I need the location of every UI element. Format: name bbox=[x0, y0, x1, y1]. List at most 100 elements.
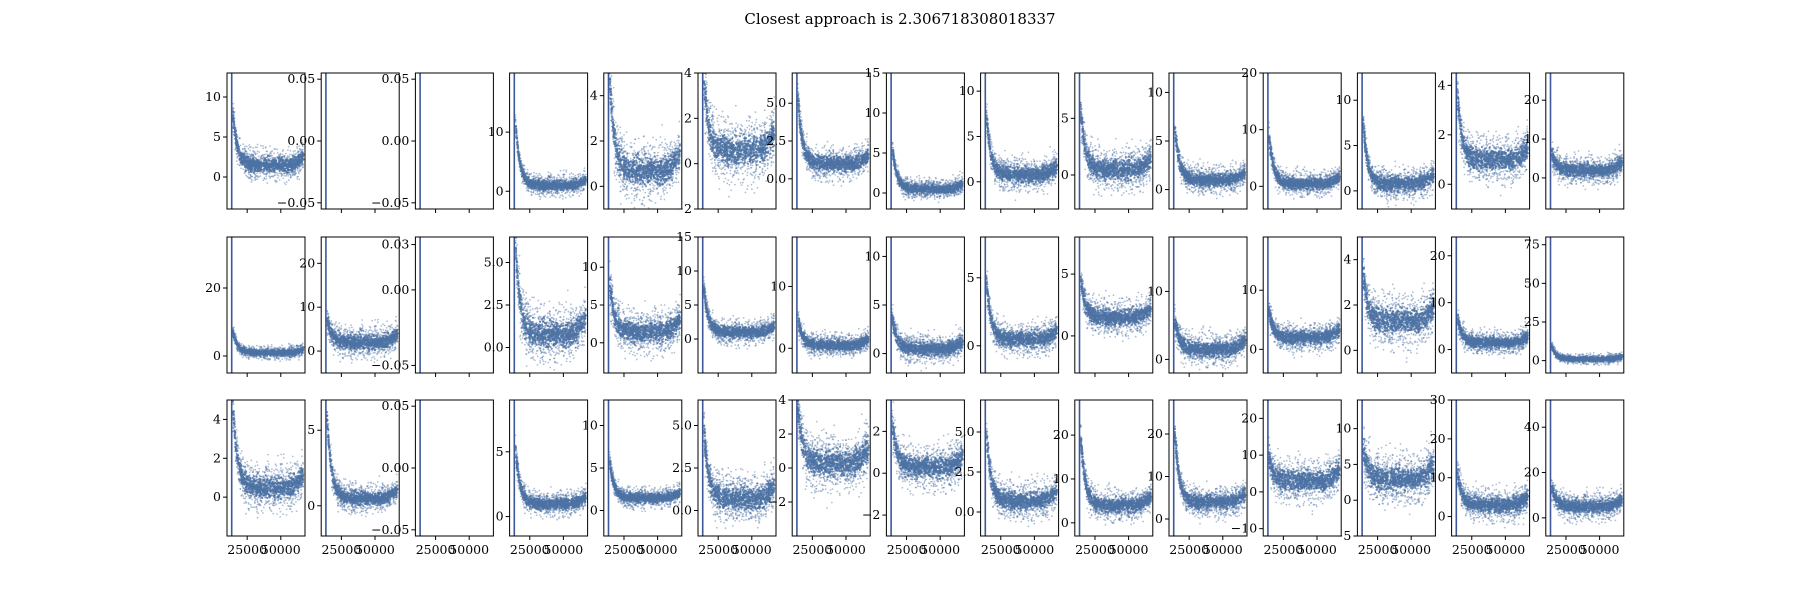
data-point bbox=[546, 194, 548, 196]
data-point bbox=[756, 119, 758, 121]
data-point bbox=[285, 183, 287, 185]
data-point bbox=[286, 181, 288, 183]
data-point bbox=[576, 178, 578, 180]
data-point bbox=[610, 88, 612, 90]
data-point bbox=[289, 174, 291, 176]
data-point bbox=[734, 184, 736, 186]
data-point bbox=[287, 159, 289, 161]
y-tick-label: 0.00 bbox=[382, 133, 410, 148]
data-point bbox=[527, 169, 529, 171]
data-point bbox=[242, 162, 244, 164]
data-point bbox=[281, 154, 283, 156]
data-point bbox=[653, 166, 655, 168]
data-point bbox=[623, 174, 625, 176]
data-point bbox=[648, 162, 650, 164]
data-point bbox=[524, 183, 526, 185]
data-point bbox=[633, 190, 635, 192]
data-point bbox=[277, 167, 279, 169]
data-point bbox=[247, 161, 249, 163]
data-point bbox=[665, 158, 667, 160]
data-point bbox=[647, 163, 649, 165]
data-point bbox=[516, 137, 518, 139]
data-point bbox=[566, 186, 568, 188]
data-point bbox=[562, 183, 564, 185]
data-point bbox=[620, 178, 622, 180]
data-point bbox=[609, 81, 611, 83]
data-point bbox=[277, 177, 279, 179]
data-point bbox=[562, 196, 564, 198]
data-point bbox=[635, 160, 637, 162]
data-point bbox=[647, 175, 649, 177]
data-point bbox=[650, 193, 652, 195]
data-point bbox=[679, 149, 681, 151]
data-point bbox=[558, 175, 560, 177]
data-point bbox=[657, 155, 659, 157]
data-point bbox=[267, 155, 269, 157]
data-point bbox=[285, 171, 287, 173]
data-point bbox=[658, 147, 660, 149]
data-point bbox=[243, 160, 245, 162]
data-point bbox=[662, 191, 664, 193]
data-point bbox=[238, 159, 240, 161]
data-point bbox=[265, 159, 267, 161]
data-point bbox=[614, 145, 616, 147]
data-point bbox=[661, 124, 663, 126]
data-point bbox=[621, 153, 623, 155]
data-point bbox=[641, 152, 643, 154]
data-point bbox=[640, 178, 642, 180]
data-point bbox=[296, 167, 298, 169]
data-point bbox=[642, 168, 644, 170]
data-point bbox=[295, 153, 297, 155]
data-point bbox=[537, 191, 539, 193]
data-point bbox=[672, 182, 674, 184]
data-point bbox=[668, 155, 670, 157]
data-point bbox=[611, 117, 613, 119]
data-point bbox=[293, 174, 295, 176]
data-point bbox=[531, 194, 533, 196]
data-point bbox=[264, 166, 266, 168]
data-point bbox=[521, 182, 523, 184]
data-point bbox=[535, 173, 537, 175]
data-point bbox=[657, 171, 659, 173]
data-point bbox=[564, 178, 566, 180]
data-point bbox=[576, 190, 578, 192]
data-point bbox=[523, 174, 525, 176]
data-point bbox=[669, 184, 671, 186]
y-tick-label: 10 bbox=[488, 124, 504, 139]
data-point bbox=[665, 187, 667, 189]
data-point bbox=[569, 183, 571, 185]
data-point bbox=[671, 185, 673, 187]
data-point bbox=[251, 176, 253, 178]
data-point bbox=[636, 156, 638, 158]
scatter-points bbox=[514, 114, 587, 200]
data-point bbox=[622, 170, 624, 172]
data-point bbox=[239, 164, 241, 166]
data-point bbox=[297, 152, 299, 154]
data-point bbox=[558, 192, 560, 194]
data-point bbox=[633, 150, 635, 152]
data-point bbox=[262, 145, 264, 147]
data-point bbox=[237, 163, 239, 165]
data-point bbox=[580, 189, 582, 191]
data-point bbox=[611, 107, 613, 109]
data-point bbox=[655, 173, 657, 175]
data-point bbox=[669, 158, 671, 160]
data-point bbox=[614, 141, 616, 143]
data-point bbox=[650, 155, 652, 157]
data-point bbox=[644, 160, 646, 162]
data-point bbox=[562, 186, 564, 188]
data-point bbox=[622, 188, 624, 190]
data-point bbox=[617, 144, 619, 146]
data-point bbox=[274, 163, 276, 165]
data-point bbox=[663, 158, 665, 160]
data-point bbox=[762, 122, 764, 124]
data-point bbox=[547, 171, 549, 173]
data-point bbox=[620, 160, 622, 162]
data-point bbox=[632, 180, 634, 182]
data-point bbox=[250, 174, 252, 176]
data-point bbox=[533, 175, 535, 177]
data-point bbox=[562, 198, 564, 200]
data-point bbox=[544, 186, 546, 188]
data-point bbox=[299, 179, 301, 181]
data-point bbox=[299, 160, 301, 162]
